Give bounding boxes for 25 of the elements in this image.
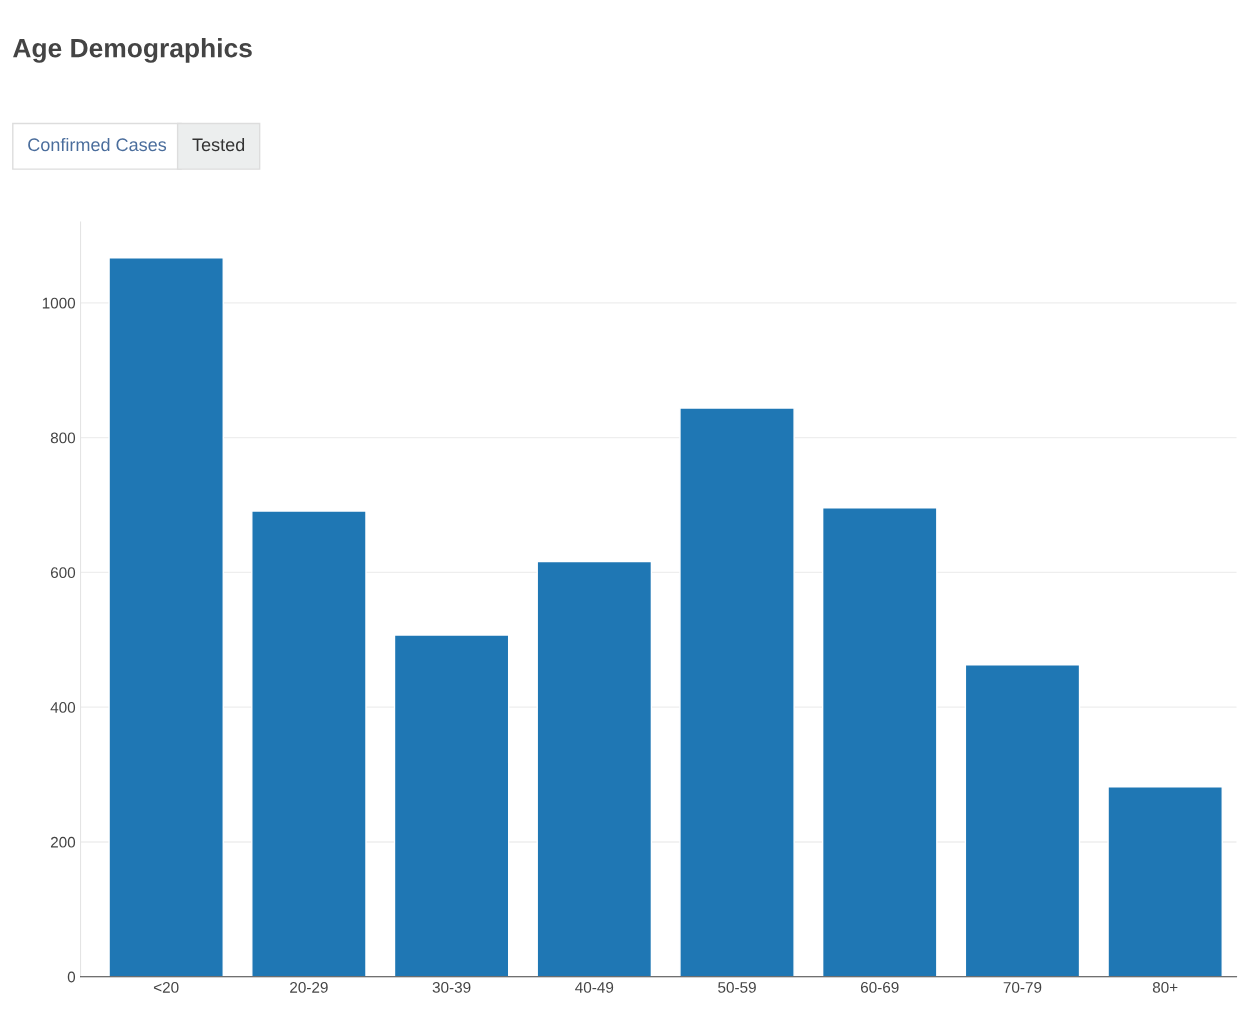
bar bbox=[679, 407, 795, 977]
chart-title: Age Demographics bbox=[13, 38, 252, 63]
x-tick-label: 40-49 bbox=[575, 981, 614, 993]
y-tick-label: 800 bbox=[50, 432, 76, 444]
bar bbox=[536, 560, 653, 977]
x-tick-label: 70-79 bbox=[1003, 981, 1042, 993]
bar bbox=[1107, 785, 1223, 977]
y-tick-label: 1000 bbox=[42, 297, 76, 309]
x-tick-label: 20-29 bbox=[290, 981, 328, 993]
x-tick-label: <20 bbox=[153, 981, 179, 993]
text: Confirmed Cases bbox=[28, 137, 167, 152]
text: Tested bbox=[192, 137, 245, 152]
y-tick-label: 600 bbox=[50, 567, 76, 579]
y-tick-label: 400 bbox=[50, 702, 76, 713]
x-tick-label: 30-39 bbox=[432, 981, 471, 993]
x-tick-label: 80+ bbox=[1152, 981, 1178, 993]
y-tick-label: 200 bbox=[50, 836, 76, 848]
y-tick-label: 0 bbox=[67, 971, 76, 983]
bar bbox=[964, 664, 1081, 977]
x-tick-label: 60-69 bbox=[860, 981, 899, 993]
bar bbox=[108, 257, 224, 977]
bar bbox=[393, 634, 510, 977]
bar bbox=[251, 510, 367, 977]
bar bbox=[821, 507, 938, 977]
x-tick-label: 50-59 bbox=[718, 981, 756, 993]
